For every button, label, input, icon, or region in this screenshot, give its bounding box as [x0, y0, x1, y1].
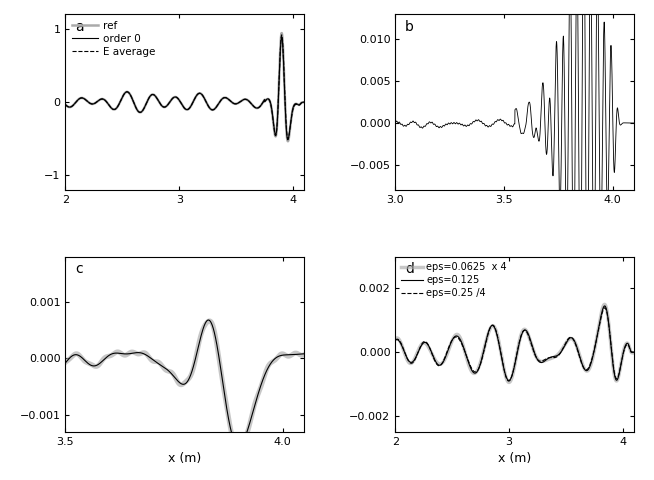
eps=0.0625  x 4: [404, 357, 411, 363]
ref: [301, 99, 309, 105]
eps=0.125: [568, 336, 576, 341]
Legend: eps=0.0625  x 4, eps=0.125, eps=0.25 /4: eps=0.0625 x 4, eps=0.125, eps=0.25 /4: [400, 262, 508, 299]
eps=0.125: [630, 349, 638, 355]
E average: [284, 136, 292, 142]
E average: [301, 99, 309, 105]
Text: a: a: [75, 20, 84, 34]
eps=0.125: [543, 356, 551, 362]
ref: [278, 30, 286, 36]
eps=0.25 /4: [478, 357, 486, 362]
Line: ref: ref: [65, 33, 305, 141]
eps=0.25 /4: [391, 337, 399, 343]
eps=0.125: [581, 367, 589, 373]
eps=0.125: [404, 356, 411, 361]
eps=0.0625  x 4: [568, 336, 576, 342]
eps=0.125: [533, 356, 541, 361]
eps=0.125: [478, 356, 486, 361]
eps=0.25 /4: [581, 367, 589, 372]
eps=0.0625  x 4: [478, 355, 486, 360]
ref: [61, 102, 69, 108]
ref: [203, 100, 211, 106]
X-axis label: x (m): x (m): [498, 453, 532, 466]
eps=0.25 /4: [601, 305, 609, 311]
order 0: [148, 92, 156, 97]
eps=0.0625  x 4: [505, 380, 513, 385]
eps=0.25 /4: [630, 349, 638, 355]
eps=0.0625  x 4: [630, 350, 638, 356]
ref: [148, 92, 156, 97]
ref: [213, 103, 221, 108]
Text: d: d: [405, 262, 414, 276]
order 0: [301, 99, 309, 105]
order 0: [73, 97, 81, 103]
Line: eps=0.0625  x 4: eps=0.0625 x 4: [395, 304, 634, 383]
eps=0.0625  x 4: [543, 357, 551, 363]
ref: [284, 138, 292, 144]
Legend: ref, order 0, E average: ref, order 0, E average: [71, 20, 156, 58]
eps=0.125: [601, 303, 609, 309]
Line: eps=0.125: eps=0.125: [395, 306, 634, 381]
ref: [252, 105, 260, 110]
order 0: [239, 97, 247, 103]
eps=0.25 /4: [543, 356, 551, 361]
eps=0.125: [505, 378, 513, 384]
ref: [239, 97, 247, 103]
order 0: [203, 100, 211, 106]
eps=0.0625  x 4: [600, 301, 608, 307]
E average: [252, 105, 260, 110]
E average: [61, 102, 69, 108]
Line: order 0: order 0: [65, 36, 305, 140]
eps=0.25 /4: [505, 378, 513, 384]
X-axis label: x (m): x (m): [168, 453, 201, 466]
E average: [239, 97, 247, 103]
Text: c: c: [75, 262, 82, 276]
Text: b: b: [405, 20, 414, 34]
order 0: [252, 105, 260, 110]
eps=0.125: [391, 337, 399, 343]
order 0: [278, 34, 286, 39]
eps=0.25 /4: [404, 356, 411, 361]
E average: [213, 103, 221, 108]
order 0: [213, 103, 221, 108]
E average: [148, 92, 156, 97]
Line: eps=0.25 /4: eps=0.25 /4: [395, 308, 634, 381]
eps=0.0625  x 4: [581, 367, 589, 373]
E average: [278, 32, 286, 38]
order 0: [284, 137, 292, 143]
eps=0.0625  x 4: [533, 355, 541, 361]
eps=0.0625  x 4: [391, 336, 399, 342]
eps=0.25 /4: [533, 356, 541, 361]
Line: E average: E average: [65, 35, 305, 139]
order 0: [61, 102, 69, 108]
E average: [203, 100, 211, 106]
ref: [73, 97, 81, 103]
E average: [73, 97, 81, 103]
eps=0.25 /4: [568, 336, 576, 341]
